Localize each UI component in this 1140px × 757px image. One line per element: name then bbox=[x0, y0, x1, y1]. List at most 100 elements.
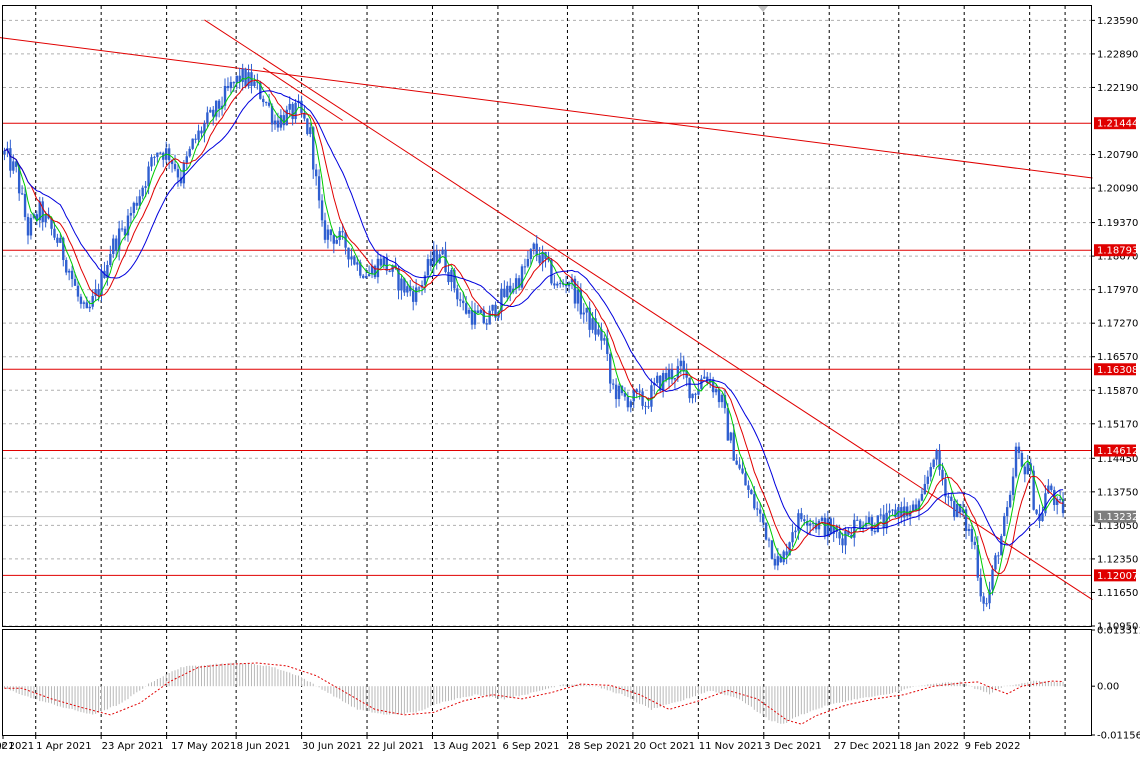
candle-body bbox=[994, 555, 997, 570]
candle-body bbox=[1032, 470, 1035, 510]
candle-body bbox=[206, 112, 209, 124]
candle-body bbox=[403, 278, 406, 293]
candle-body bbox=[841, 538, 844, 546]
candle-body bbox=[85, 302, 89, 309]
candle-body bbox=[376, 258, 380, 278]
candle-body bbox=[229, 82, 233, 89]
candle-body bbox=[870, 517, 874, 531]
candle-body bbox=[432, 250, 435, 266]
candle-body bbox=[109, 253, 112, 265]
y-tick-label: 1.17270 bbox=[1097, 319, 1138, 330]
candle-body bbox=[973, 541, 977, 545]
candle-body bbox=[906, 506, 909, 517]
indicator-tick-label: -0.011562 bbox=[1097, 731, 1140, 742]
candle-body bbox=[847, 530, 850, 535]
candle-body bbox=[982, 596, 985, 604]
candle-body bbox=[776, 556, 780, 566]
y-tick-label: 1.22190 bbox=[1097, 83, 1138, 94]
level-tag bbox=[1094, 363, 1136, 376]
candle-body bbox=[26, 216, 30, 236]
candle-body bbox=[700, 378, 703, 389]
candle-body bbox=[803, 519, 806, 522]
candle-body bbox=[582, 312, 585, 315]
moving-average-line bbox=[4, 79, 1064, 575]
candle-body bbox=[703, 376, 706, 379]
candle-body bbox=[444, 249, 447, 272]
candle-body bbox=[820, 517, 824, 521]
candle-body bbox=[747, 485, 750, 490]
candle-body bbox=[797, 513, 800, 531]
candle-body bbox=[132, 202, 136, 214]
y-tick-label: 1.22890 bbox=[1097, 49, 1138, 60]
candle-body bbox=[958, 504, 962, 513]
candle-body bbox=[767, 539, 771, 541]
candle-body bbox=[826, 518, 830, 537]
candle-body bbox=[153, 156, 156, 158]
indicator-tick-label: 0.013311 bbox=[1097, 626, 1140, 637]
candle-body bbox=[726, 408, 730, 441]
signal-line bbox=[4, 662, 1064, 725]
candle-body bbox=[664, 372, 668, 380]
candle-body bbox=[853, 519, 856, 538]
candle-body bbox=[491, 304, 494, 311]
candle-body bbox=[53, 228, 56, 238]
candle-body bbox=[379, 258, 383, 266]
candle-body bbox=[212, 109, 215, 117]
candle-body bbox=[1047, 485, 1050, 494]
candle-body bbox=[112, 238, 115, 254]
candle-body bbox=[979, 577, 982, 597]
candle-body bbox=[9, 148, 12, 171]
candle-body bbox=[488, 310, 491, 325]
candle-body bbox=[426, 259, 430, 276]
candle-body bbox=[56, 237, 59, 243]
level-tag bbox=[1094, 444, 1136, 457]
moving-averages bbox=[4, 76, 1064, 595]
candle-body bbox=[94, 289, 97, 297]
x-tick-label: 1 Apr 2021 bbox=[36, 741, 91, 752]
candle-body bbox=[23, 193, 27, 217]
candle-body bbox=[450, 270, 453, 283]
candle-body bbox=[76, 285, 80, 297]
candle-body bbox=[944, 479, 947, 497]
candle-body bbox=[761, 513, 765, 523]
candle-body bbox=[420, 284, 424, 288]
x-tick-label: 20 Oct 2021 bbox=[633, 741, 695, 752]
candle-body bbox=[823, 517, 827, 537]
price-axis[interactable]: 1.23590 1.22890 1.22190 1.20790 1.20090 1.193… bbox=[1091, 16, 1138, 633]
candle-body bbox=[758, 509, 762, 514]
candle-body bbox=[844, 530, 847, 546]
candle-body bbox=[447, 271, 450, 283]
candle-body bbox=[1038, 513, 1041, 522]
candle-body bbox=[156, 152, 159, 157]
candle-body bbox=[647, 406, 650, 408]
candle-body bbox=[970, 528, 974, 542]
candle-body bbox=[858, 520, 862, 529]
candle-body bbox=[659, 375, 662, 391]
candle-body bbox=[12, 161, 15, 171]
level-tag bbox=[1094, 117, 1136, 130]
candle-body bbox=[309, 127, 312, 135]
candle-body bbox=[282, 115, 286, 126]
candle-body bbox=[882, 514, 885, 529]
candle-body bbox=[873, 530, 877, 533]
candle-body bbox=[623, 393, 627, 397]
candle-body bbox=[667, 369, 671, 380]
y-tick-label: 1.15170 bbox=[1097, 419, 1138, 430]
shift-marker-icon[interactable] bbox=[758, 6, 768, 12]
trendline bbox=[0, 37, 1093, 179]
candle-body bbox=[656, 375, 659, 383]
y-tick-label: 1.17970 bbox=[1097, 285, 1138, 296]
candle-body bbox=[738, 464, 741, 469]
candle-body bbox=[500, 288, 503, 312]
candle-body bbox=[294, 102, 297, 120]
candle-body bbox=[238, 75, 241, 82]
candle-body bbox=[938, 450, 941, 470]
candle-body bbox=[806, 521, 809, 526]
candle-body bbox=[817, 520, 821, 530]
candle-body bbox=[811, 522, 815, 524]
candle-body bbox=[179, 177, 183, 184]
candle-body bbox=[306, 118, 309, 135]
candle-body bbox=[347, 247, 350, 260]
